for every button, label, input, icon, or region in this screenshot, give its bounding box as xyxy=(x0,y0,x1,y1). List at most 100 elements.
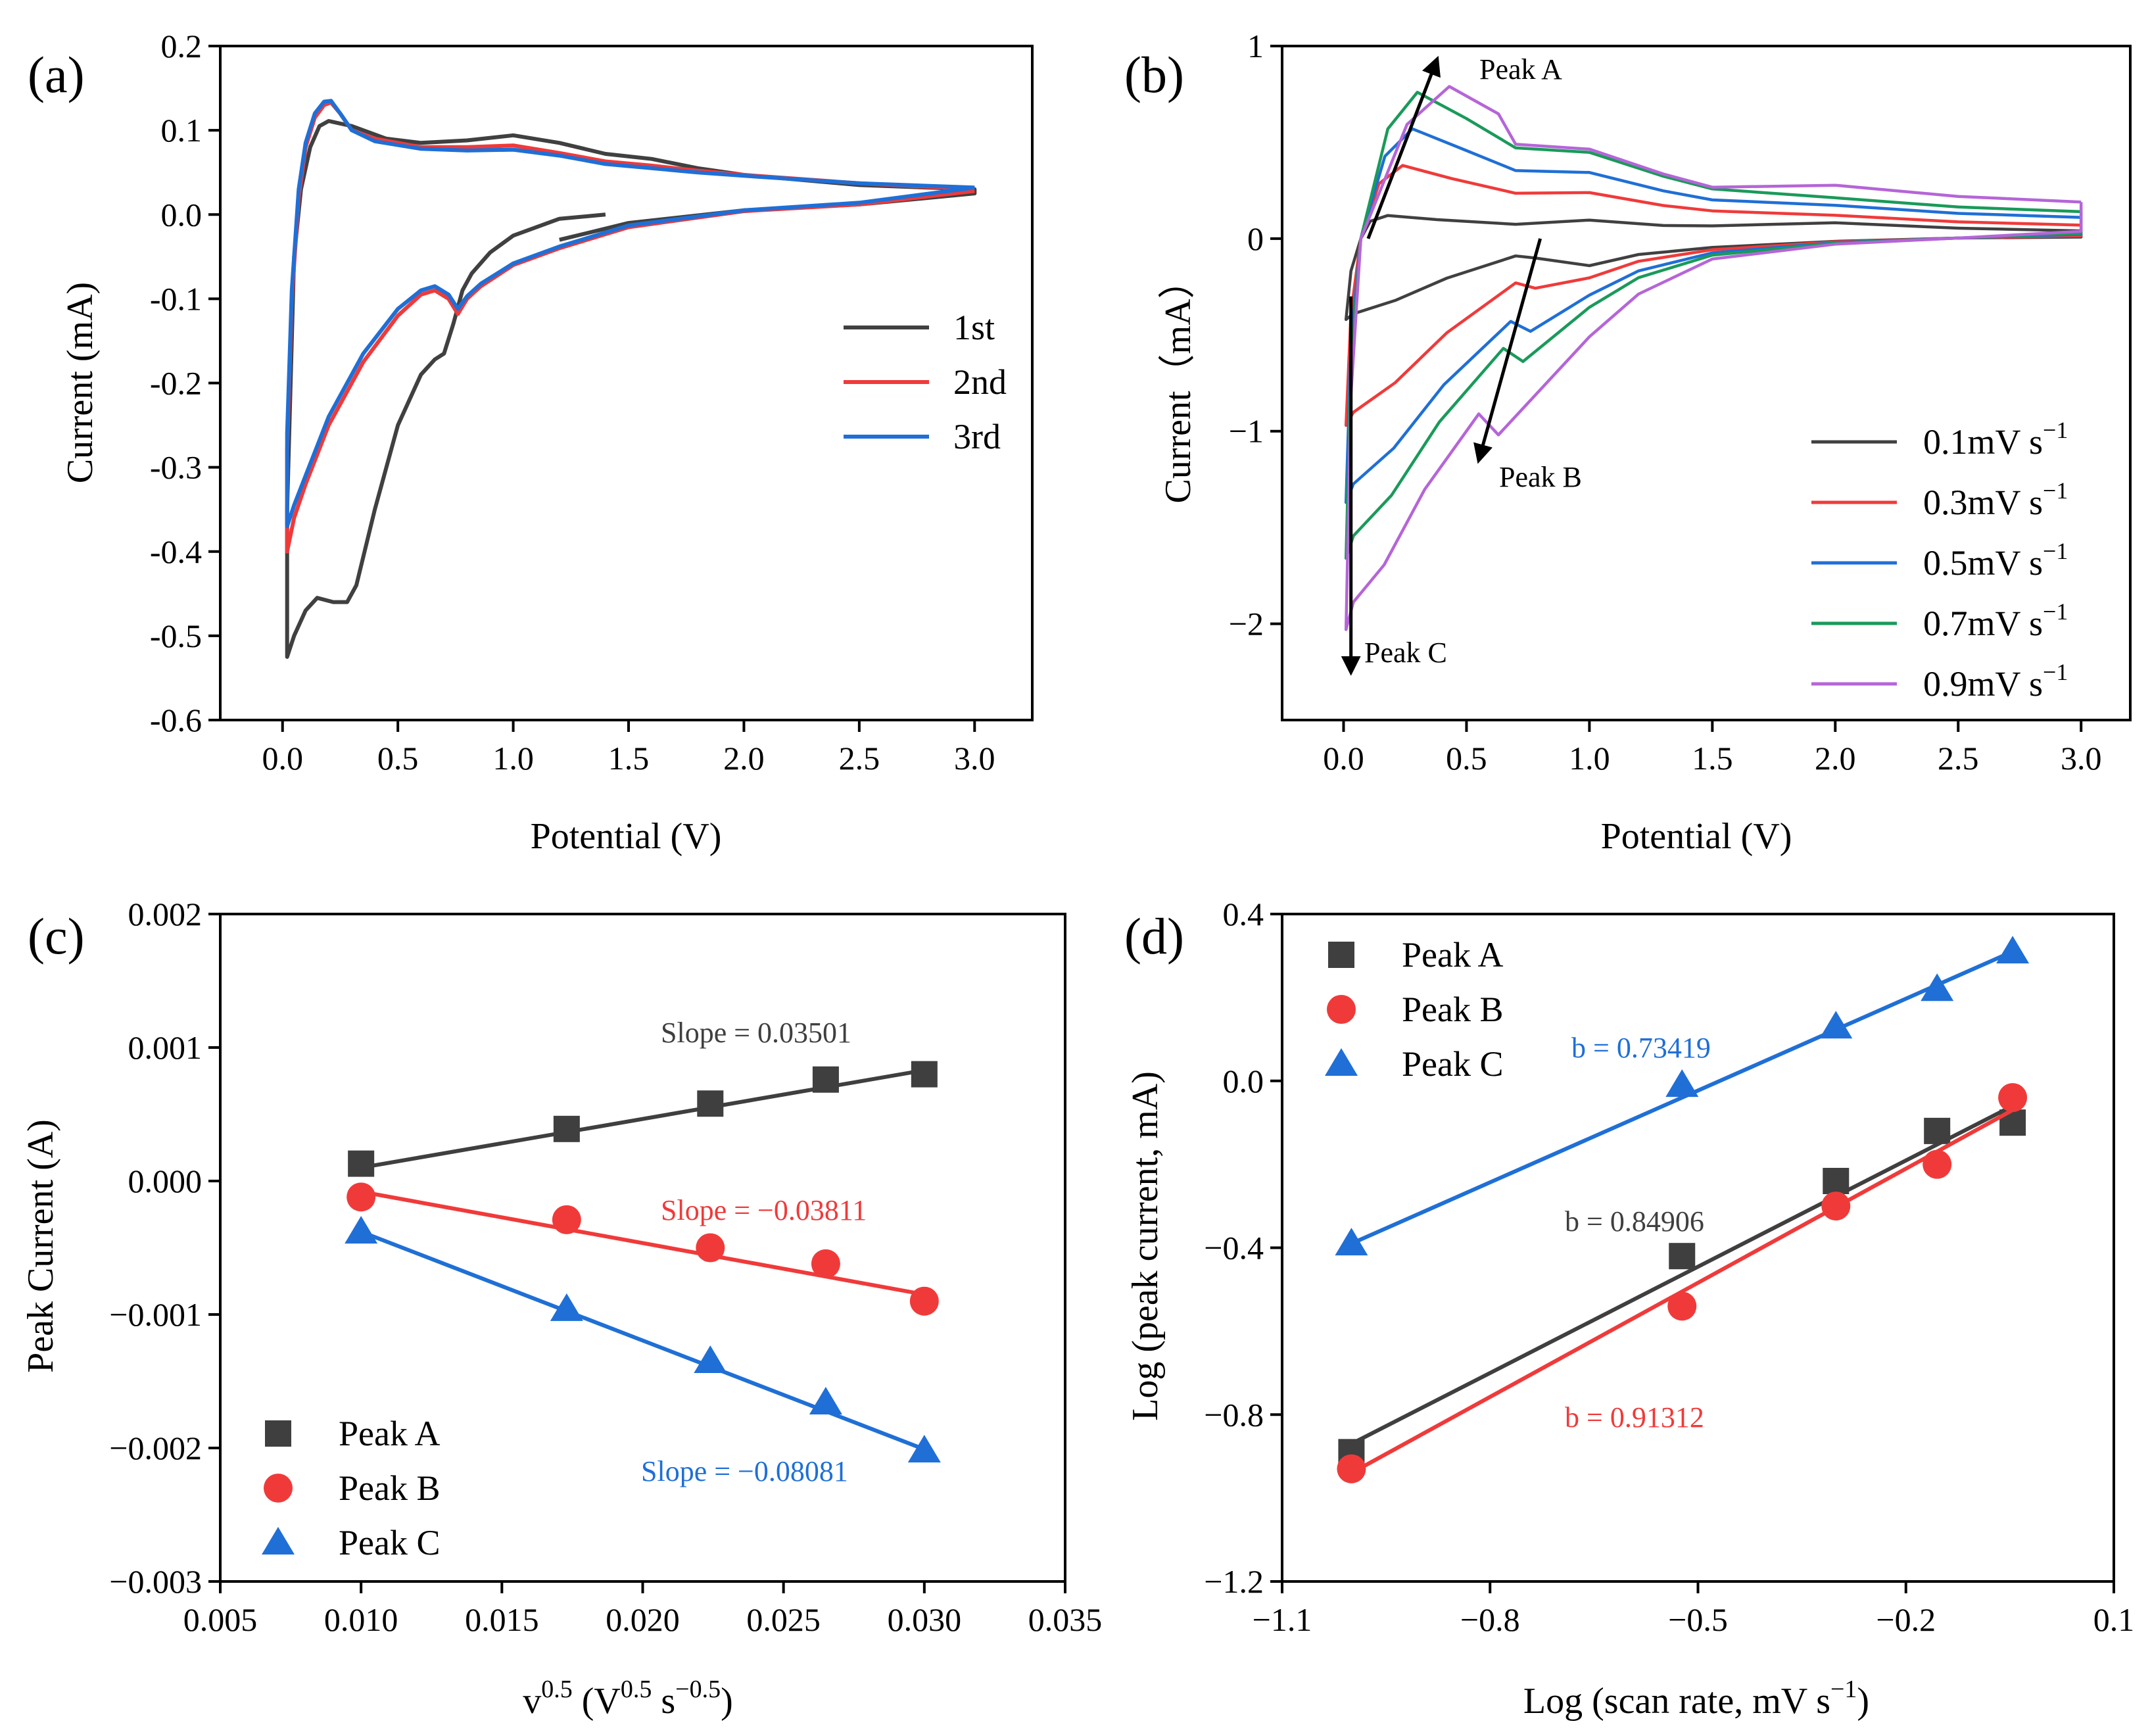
legend-label-Peak A: Peak A xyxy=(339,1414,441,1453)
panel-a-x-ticks: 0.0 0.5 1.0 1.5 2.0 2.5 3.0 xyxy=(262,720,995,777)
cv-curve-0.1mV s-0.12 xyxy=(1344,214,2083,322)
data-point-Peak C xyxy=(1921,973,1954,1001)
panel-b-y-label: Current（mA） xyxy=(1158,262,1199,503)
data-point-Peak A xyxy=(1924,1117,1951,1144)
panel-a-x-label: Potential (V) xyxy=(531,816,722,857)
panel-b-legend: 0.1mV s−1 0.3mV s−1 0.5mV s−1 0.7mV s−1 0.9m… xyxy=(1811,417,2068,704)
data-point-Peak B xyxy=(696,1233,725,1263)
cv-curve-0.7mV s-0.76 xyxy=(1344,91,2083,560)
panel-b-label: (b) xyxy=(1124,46,1184,103)
data-point-Peak C xyxy=(1665,1069,1699,1097)
data-point-Peak C xyxy=(907,1435,941,1463)
panel-c-y-tick-label: −0.002 xyxy=(109,1430,202,1466)
panel-a-y-tick-label: 0.0 xyxy=(161,196,203,233)
fit-line-Peak A xyxy=(1350,1104,2014,1446)
data-point-Peak B xyxy=(909,1286,939,1316)
data-point-Peak A xyxy=(1823,1168,1850,1194)
data-point-Peak B xyxy=(1923,1149,1952,1179)
panel-a-x-tick-label: 1.5 xyxy=(608,740,650,777)
legend-label-0: 0.1mV s−1 xyxy=(1923,417,2068,462)
panel-a-y-tick-label: 0.1 xyxy=(161,112,203,149)
data-point-Peak A xyxy=(1669,1243,1696,1270)
legend-marker-Peak C xyxy=(1325,1048,1358,1076)
legend-label-1st: 1st xyxy=(953,308,995,347)
legend-marker-Peak B xyxy=(264,1474,293,1503)
data-point-Peak C xyxy=(345,1216,378,1244)
peak-b-annotation: Peak B xyxy=(1499,461,1582,493)
panel-d-y-tick-label: −1.2 xyxy=(1204,1563,1264,1600)
panel-b-y-tick-label: −1 xyxy=(1229,413,1264,450)
legend-marker-Peak A xyxy=(1328,942,1354,968)
panel-b-x-tick-label: 3.0 xyxy=(2061,740,2102,777)
legend-label-4: 0.9mV s−1 xyxy=(1923,659,2068,704)
b-label-Peak B: b = 0.91312 xyxy=(1565,1401,1704,1434)
b-label-Peak A: b = 0.84906 xyxy=(1565,1205,1704,1238)
data-point-Peak C xyxy=(1819,1011,1853,1039)
panel-c-y-tick-label: −0.001 xyxy=(109,1296,202,1333)
cv-curve-3rd xyxy=(285,99,975,529)
panel-a-label: (a) xyxy=(28,46,85,103)
fit-line-Peak C xyxy=(1350,950,2014,1245)
panel-d-x-tick-label: −0.2 xyxy=(1876,1601,1936,1638)
panel-d-x-tick-label: −1.1 xyxy=(1253,1601,1312,1638)
panel-b-arrows xyxy=(1341,55,1542,676)
panel-b-y-tick-label: 1 xyxy=(1247,28,1264,64)
panel-c-y-label: Peak Current (A) xyxy=(20,1119,61,1373)
panel-b: (b) 10−1−2 0.0 0.5 1.0 1.5 2.0 2.5 3.0 Peak A … xyxy=(1124,28,2132,857)
fit-line-Peak B xyxy=(1350,1108,2014,1475)
data-point-Peak B xyxy=(552,1205,581,1234)
data-point-Peak C xyxy=(1996,936,2030,964)
data-point-Peak B xyxy=(1998,1083,2028,1113)
panel-d-label: (d) xyxy=(1124,907,1184,965)
panel-c-x-ticks: 0.005 0.010 0.015 0.020 0.025 0.030 0.035 xyxy=(183,1581,1102,1638)
legend-label-Peak C: Peak C xyxy=(339,1523,441,1562)
panel-a-x-tick-label: 1.0 xyxy=(492,740,534,777)
panel-b-y-ticks: 1 0 −1 −2 xyxy=(1229,28,1282,642)
legend-label-2: 0.5mV s−1 xyxy=(1923,538,2068,583)
data-point-Peak A xyxy=(812,1066,839,1093)
panel-b-y-tick-label: 0 xyxy=(1247,220,1264,257)
data-point-Peak A xyxy=(553,1115,580,1142)
panel-b-x-ticks: 0.0 0.5 1.0 1.5 2.0 2.5 3.0 xyxy=(1323,720,2101,777)
panel-c-label: (c) xyxy=(28,907,85,965)
panel-b-x-tick-label: 1.0 xyxy=(1569,740,1610,777)
data-point-Peak B xyxy=(1337,1454,1366,1483)
panel-a-y-ticks: 0.2 0.1 0.0 -0.1 -0.2 -0.3 -0.4 -0.5 -0.6 xyxy=(150,28,220,738)
slope-label-Peak A: Slope = 0.03501 xyxy=(661,1017,851,1049)
data-point-Peak A xyxy=(348,1150,375,1177)
legend-label-2nd: 2nd xyxy=(953,362,1007,402)
b-label-Peak C: b = 0.73419 xyxy=(1571,1032,1711,1064)
peak-b-arrow xyxy=(1473,238,1542,464)
panel-a-y-tick-label: -0.4 xyxy=(150,533,202,570)
panel-d-x-tick-label: −0.5 xyxy=(1668,1601,1728,1638)
panel-d-y-tick-label: 0.0 xyxy=(1223,1063,1264,1099)
panel-a-series xyxy=(285,99,977,659)
slope-label-Peak C: Slope = −0.08081 xyxy=(641,1455,848,1487)
panel-d-y-tick-label: −0.4 xyxy=(1204,1230,1264,1266)
panel-a-x-tick-label: 0.0 xyxy=(262,740,303,777)
peak-c-annotation: Peak C xyxy=(1364,637,1447,669)
panel-a-y-tick-label: -0.3 xyxy=(150,449,202,486)
panel-c-series: Slope = 0.03501 Slope = −0.03811 Slope = −… xyxy=(345,1017,941,1487)
panel-b-y-tick-label: −2 xyxy=(1229,606,1264,642)
legend-marker-Peak C xyxy=(262,1527,295,1555)
panel-d-y-label: Log (peak current, mA) xyxy=(1125,1071,1166,1421)
panel-a-x-tick-label: 2.5 xyxy=(839,740,880,777)
panel-a-y-tick-label: -0.2 xyxy=(150,365,202,402)
panel-c-x-tick-label: 0.010 xyxy=(324,1601,398,1638)
panel-d-y-tick-label: 0.4 xyxy=(1223,896,1264,932)
panel-a: (a) 0.2 0.1 0.0 -0.1 -0.2 -0.3 -0.4 -0.5 -0.6 0.… xyxy=(28,28,1034,857)
panel-b-x-tick-label: 0.0 xyxy=(1323,740,1364,777)
panel-a-y-tick-label: 0.2 xyxy=(161,28,203,64)
legend-marker-Peak A xyxy=(265,1420,291,1447)
panel-d-x-tick-label: 0.1 xyxy=(2093,1601,2135,1638)
panel-a-x-tick-label: 3.0 xyxy=(954,740,995,777)
legend-label-Peak B: Peak B xyxy=(339,1468,441,1508)
panel-c-y-tick-label: 0.001 xyxy=(128,1029,203,1066)
panel-d-series: b = 0.84906 b = 0.91312 b = 0.73419 xyxy=(1335,936,2030,1483)
panel-a-legend: 1st 2nd 3rd xyxy=(844,308,1007,456)
panel-b-series xyxy=(1344,85,2083,631)
panel-c-x-label: v0.5 (V0.5 s−0.5) xyxy=(523,1676,732,1722)
data-point-Peak A xyxy=(697,1090,724,1117)
